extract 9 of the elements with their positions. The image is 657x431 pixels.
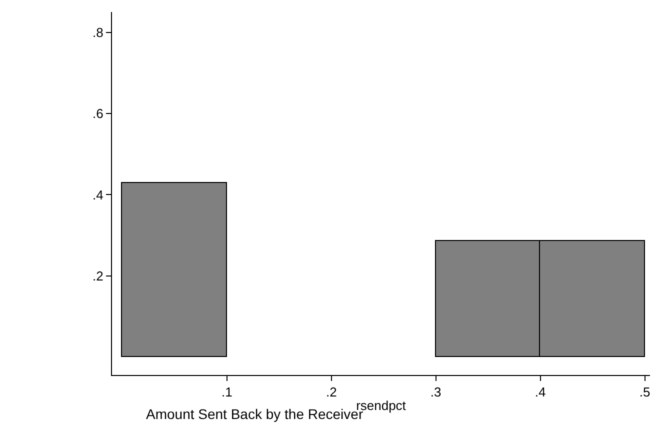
x-tick-label: .3	[430, 384, 442, 400]
y-tick-label: .8	[92, 24, 104, 40]
x-tick-label: .4	[534, 384, 546, 400]
x-tick-label: .5	[639, 384, 650, 400]
x-tick-label: .1	[221, 384, 232, 400]
y-tick-label: .6	[92, 106, 104, 122]
y-tick-label: .2	[92, 268, 104, 284]
y-tick-label: .4	[92, 187, 104, 202]
x-tick-label: .2	[326, 384, 337, 400]
